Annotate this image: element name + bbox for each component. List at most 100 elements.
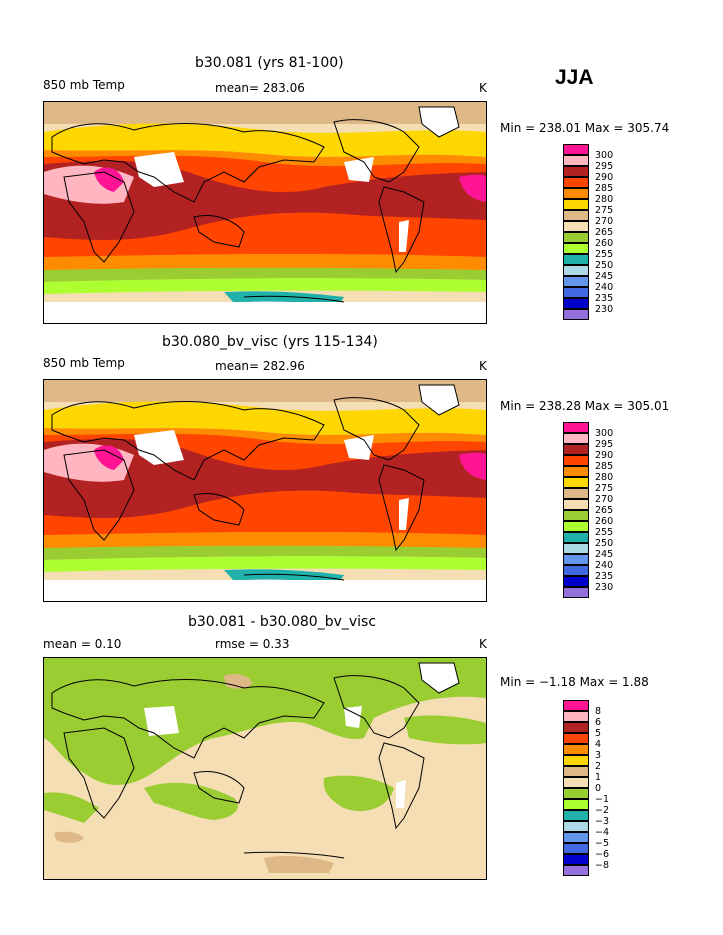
legend-swatch [563,210,589,221]
legend-label: 290 [595,450,614,461]
legend-swatch [563,744,589,755]
legend-swatch [563,155,589,166]
legend-label: 270 [595,494,614,505]
panel-3-map-plot [44,658,486,879]
panel-2-map [43,379,487,602]
panel-2-minmax-label: Min = 238.28 Max = 305.01 [500,399,670,413]
panel-2-variable-label: 850 mb Temp [43,356,125,370]
legend-swatch [563,700,589,711]
legend-label: 295 [595,161,614,172]
legend-label: −8 [595,860,610,871]
legend-label: 2 [595,761,602,772]
legend-swatch [563,477,589,488]
legend-swatch [563,766,589,777]
panel-1-legend: 300 295 290 285 280 275 270 265 260 255 … [563,144,663,320]
panel-1-variable-label: 850 mb Temp [43,78,125,92]
legend-label: 245 [595,271,614,282]
panel-1-unit-label: K [479,81,487,95]
panel-3-mean-label: mean = 0.10 [43,637,122,651]
panel-2-map-plot [44,380,486,601]
legend-label: 300 [595,150,614,161]
legend-swatch [563,298,589,309]
legend-swatch [563,232,589,243]
panel-1-title: b30.081 (yrs 81-100) [195,55,344,71]
legend-swatch [563,221,589,232]
legend-label: 230 [595,582,614,593]
panel-3-rmse-label: rmse = 0.33 [215,637,290,651]
legend-swatch [563,587,589,598]
legend-label: 255 [595,249,614,260]
legend-swatch [563,799,589,810]
legend-label: 235 [595,293,614,304]
legend-label: −6 [595,849,610,860]
legend-swatch [563,854,589,865]
legend-swatch [563,166,589,177]
panel-1-map-plot [44,102,486,323]
legend-label: 8 [595,706,602,717]
legend-swatch [563,865,589,876]
legend-swatch [563,510,589,521]
legend-label: 5 [595,728,602,739]
legend-label: 280 [595,472,614,483]
legend-label: −4 [595,827,610,838]
legend-swatch [563,576,589,587]
legend-swatch [563,543,589,554]
legend-swatch [563,444,589,455]
legend-swatch [563,722,589,733]
legend-label: 290 [595,172,614,183]
panel-3-minmax-label: Min = −1.18 Max = 1.88 [500,675,649,689]
legend-label: 275 [595,483,614,494]
legend-swatch [563,777,589,788]
legend-swatch [563,287,589,298]
legend-swatch [563,254,589,265]
legend-swatch [563,488,589,499]
legend-label: 250 [595,538,614,549]
legend-label: 280 [595,194,614,205]
legend-label: 250 [595,260,614,271]
legend-swatch [563,554,589,565]
legend-label: 285 [595,461,614,472]
legend-swatch [563,433,589,444]
legend-swatch [563,309,589,320]
legend-swatch [563,499,589,510]
legend-label: 4 [595,739,602,750]
legend-label: 235 [595,571,614,582]
panel-3-unit-label: K [479,637,487,651]
legend-label: 240 [595,560,614,571]
legend-swatch [563,821,589,832]
legend-swatch [563,276,589,287]
legend-swatch [563,199,589,210]
legend-label: 295 [595,439,614,450]
panel-1-mean-label: mean= 283.06 [215,81,305,95]
legend-label: 1 [595,772,602,783]
legend-swatch [563,843,589,854]
legend-label: −5 [595,838,610,849]
panel-3-title: b30.081 - b30.080_bv_visc [188,614,377,630]
legend-label: 300 [595,428,614,439]
legend-label: 260 [595,238,614,249]
legend-label: 6 [595,717,602,728]
legend-label: 265 [595,505,614,516]
legend-swatch [563,788,589,799]
legend-label: −1 [595,794,610,805]
legend-label: 240 [595,282,614,293]
panel-3-legend: 8 6 5 4 3 2 1 0 −1 −2 −3 −4 −5 −6 −8 [563,700,663,876]
legend-label: 260 [595,516,614,527]
legend-label: 3 [595,750,602,761]
legend-swatch [563,144,589,155]
legend-swatch [563,265,589,276]
legend-swatch [563,422,589,433]
legend-swatch [563,177,589,188]
legend-label: −2 [595,805,610,816]
legend-label: 230 [595,304,614,315]
panel-2-legend: 300 295 290 285 280 275 270 265 260 255 … [563,422,663,598]
legend-swatch [563,532,589,543]
legend-label: 275 [595,205,614,216]
legend-swatch [563,733,589,744]
legend-swatch [563,711,589,722]
legend-label: 255 [595,527,614,538]
legend-swatch [563,832,589,843]
legend-swatch [563,565,589,576]
panel-2-title: b30.080_bv_visc (yrs 115-134) [162,334,378,350]
legend-swatch [563,466,589,477]
